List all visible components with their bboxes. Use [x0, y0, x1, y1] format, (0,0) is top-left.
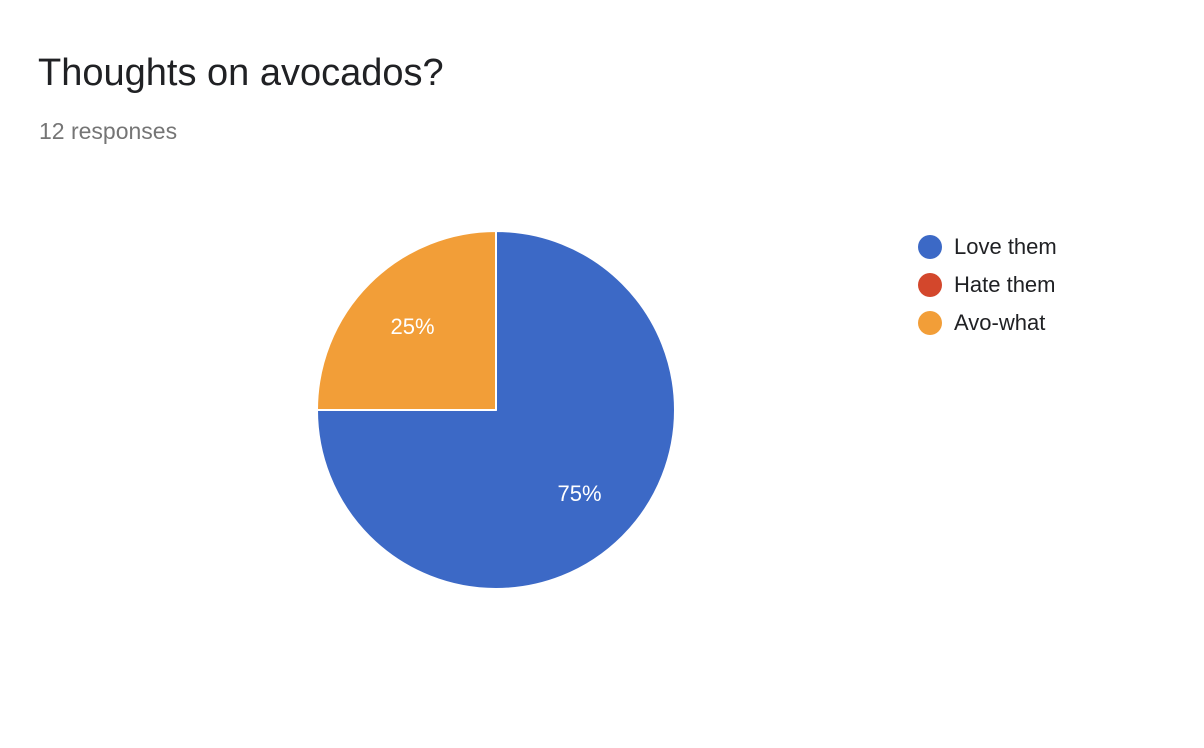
chart-title: Thoughts on avocados?: [38, 52, 444, 94]
pie-slices: [316, 230, 676, 590]
legend-swatch: [918, 311, 942, 335]
legend-swatch: [918, 273, 942, 297]
pie-slice-avo-what[interactable]: [316, 230, 497, 411]
legend-label: Love them: [954, 234, 1057, 259]
legend-swatch: [918, 235, 942, 259]
legend-label: Hate them: [954, 272, 1056, 297]
legend-item-love-them[interactable]: Love them: [918, 228, 1057, 266]
response-count: 12 responses: [39, 118, 178, 144]
legend-item-hate-them[interactable]: Hate them: [918, 266, 1057, 304]
pie-label-avo-what: 25%: [390, 314, 434, 339]
legend-item-avo-what[interactable]: Avo-what: [918, 304, 1057, 342]
pie-chart: 75% 25%: [316, 230, 676, 590]
chart-legend: Love them Hate them Avo-what: [918, 228, 1057, 342]
pie-slice-love-them[interactable]: [316, 230, 676, 590]
legend-label: Avo-what: [954, 310, 1046, 335]
pie-label-love-them: 75%: [557, 481, 601, 506]
pie-labels: 75% 25%: [390, 314, 601, 506]
